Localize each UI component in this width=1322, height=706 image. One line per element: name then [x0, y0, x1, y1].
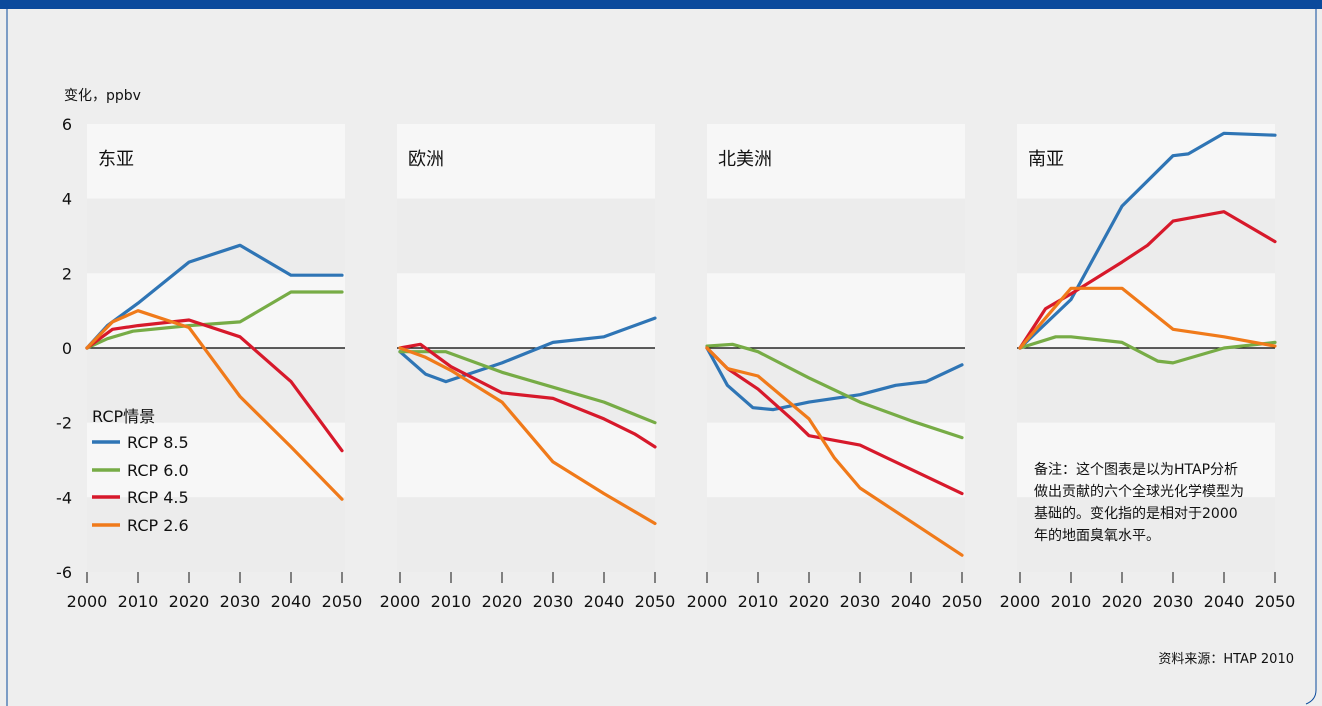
- legend-item-rcp-6-0: RCP 6.0: [92, 461, 189, 480]
- y-tick-label: 4: [62, 190, 72, 209]
- note-line-4: 年的地面臭氧水平。: [1034, 528, 1160, 544]
- series-line-rcp-6-0: [1018, 335, 1277, 365]
- series-line-rcp-8-5: [705, 346, 964, 412]
- x-tick-label: 2010: [1051, 592, 1092, 611]
- series-line-rcp-4-5: [398, 342, 657, 449]
- panel-band: [707, 273, 965, 348]
- x-tick-label: 2040: [271, 592, 312, 611]
- panel-4: 南亚 2000 2010 2020 2030 2040 2050: [1000, 124, 1296, 611]
- x-tick-label: 2050: [1255, 592, 1296, 611]
- series-line-rcp-8-5: [1018, 131, 1277, 350]
- panel-band: [397, 124, 655, 199]
- x-tick-label: 2040: [1204, 592, 1245, 611]
- x-tick-label: 2030: [1153, 592, 1194, 611]
- y-tick-label: -4: [56, 488, 72, 507]
- y-tick-label: -6: [56, 563, 72, 582]
- series-line-rcp-4-5: [1018, 210, 1277, 350]
- panel-title: 欧洲: [408, 149, 444, 170]
- note-block: 备注：这个图表是以为HTAP分析 做出贡献的六个全球光化学模型为 基础的。变化指…: [1034, 461, 1244, 544]
- y-tick-label: -2: [56, 414, 72, 433]
- panel-band: [397, 273, 655, 348]
- x-tick-label: 2000: [1000, 592, 1041, 611]
- x-tick-label: 2050: [635, 592, 676, 611]
- y-tick-label: 2: [62, 264, 72, 283]
- x-tick-label: 2020: [1102, 592, 1143, 611]
- series-line-rcp-2-6: [1018, 286, 1277, 350]
- y-tick-label: 6: [62, 115, 72, 134]
- panel-band: [1017, 124, 1275, 199]
- panel-2: 欧洲 2000 2010 2020 2030 2040 2050: [380, 124, 676, 611]
- panel-3: 北美洲 2000 2010 2020 2030 2040 2050: [687, 124, 983, 611]
- series-line-rcp-4-5: [85, 318, 344, 453]
- x-tick-label: 2030: [840, 592, 881, 611]
- series-line-rcp-2-6: [85, 309, 344, 501]
- note-line-1: 备注：这个图表是以为HTAP分析: [1034, 461, 1238, 478]
- panel-band: [87, 497, 345, 572]
- panel-band: [397, 422, 655, 498]
- legend-item-rcp-4-5: RCP 4.5: [92, 488, 189, 507]
- panel-band: [707, 497, 965, 572]
- series-line-rcp-2-6: [705, 346, 964, 557]
- panel-band: [1017, 497, 1275, 572]
- x-tick-label: 2010: [118, 592, 159, 611]
- x-tick-label: 2030: [533, 592, 574, 611]
- figure-top-bar: [0, 0, 1322, 9]
- x-tick-label: 2040: [584, 592, 625, 611]
- note-line-2: 做出贡献的六个全球光化学模型为: [1034, 483, 1244, 500]
- panel-band: [397, 348, 655, 423]
- x-tick-label: 2030: [220, 592, 261, 611]
- legend-label-rcp-8-5: RCP 8.5: [127, 433, 189, 452]
- panel-band: [1017, 348, 1275, 423]
- legend-item-rcp-2-6: RCP 2.6: [92, 516, 189, 535]
- panel-band: [1017, 198, 1275, 274]
- figure-corner-curve: [1305, 689, 1317, 705]
- note-line-3: 基础的。变化指的是相对于2000: [1034, 505, 1238, 522]
- panel-band: [1017, 422, 1275, 498]
- panel-band: [707, 198, 965, 274]
- panel-title: 北美洲: [718, 149, 772, 170]
- panel-band: [397, 497, 655, 572]
- legend-label-rcp-6-0: RCP 6.0: [127, 461, 189, 480]
- series-line-rcp-6-0: [398, 350, 657, 425]
- panel-band: [87, 422, 345, 498]
- x-tick-label: 2020: [169, 592, 210, 611]
- x-tick-label: 2000: [687, 592, 728, 611]
- series-line-rcp-8-5: [398, 316, 657, 384]
- y-tick-label: 0: [62, 339, 72, 358]
- x-tick-label: 2050: [322, 592, 363, 611]
- x-tick-label: 2020: [789, 592, 830, 611]
- series-line-rcp-4-5: [705, 346, 964, 496]
- x-tick-label: 2040: [891, 592, 932, 611]
- x-tick-label: 2010: [431, 592, 472, 611]
- series-line-rcp-6-0: [85, 290, 344, 350]
- panel-title: 南亚: [1028, 149, 1064, 170]
- chart-panels: 东亚 2000 2010 2020 2030 2040 2050 欧洲 2000 2010 2020…: [67, 124, 1296, 611]
- panel-band: [87, 124, 345, 199]
- source-label: 资料来源：HTAP 2010: [1158, 652, 1294, 667]
- panel-band: [87, 198, 345, 274]
- panel-band: [707, 348, 965, 423]
- series-line-rcp-2-6: [398, 346, 657, 526]
- x-tick-label: 2020: [482, 592, 523, 611]
- panel-band: [87, 348, 345, 423]
- legend-item-rcp-8-5: RCP 8.5: [92, 433, 189, 452]
- x-tick-label: 2000: [67, 592, 108, 611]
- legend-label-rcp-4-5: RCP 4.5: [127, 488, 189, 507]
- x-tick-label: 2000: [380, 592, 421, 611]
- series-line-rcp-6-0: [705, 342, 964, 440]
- legend: RCP情景 RCP 8.5 RCP 6.0 RCP 4.5 RCP 2.6: [92, 407, 189, 535]
- legend-label-rcp-2-6: RCP 2.6: [127, 516, 189, 535]
- panel-band: [397, 198, 655, 274]
- x-tick-label: 2050: [942, 592, 983, 611]
- y-axis-unit-label: 变化，ppbv: [64, 88, 141, 104]
- legend-title: RCP情景: [92, 407, 155, 426]
- x-tick-label: 2010: [738, 592, 779, 611]
- y-axis-tick-labels: 6 4 2 0 -2 -4 -6: [56, 115, 72, 582]
- panel-title: 东亚: [98, 149, 134, 170]
- panel-band: [707, 124, 965, 199]
- panel-1: 东亚 2000 2010 2020 2030 2040 2050: [67, 124, 363, 611]
